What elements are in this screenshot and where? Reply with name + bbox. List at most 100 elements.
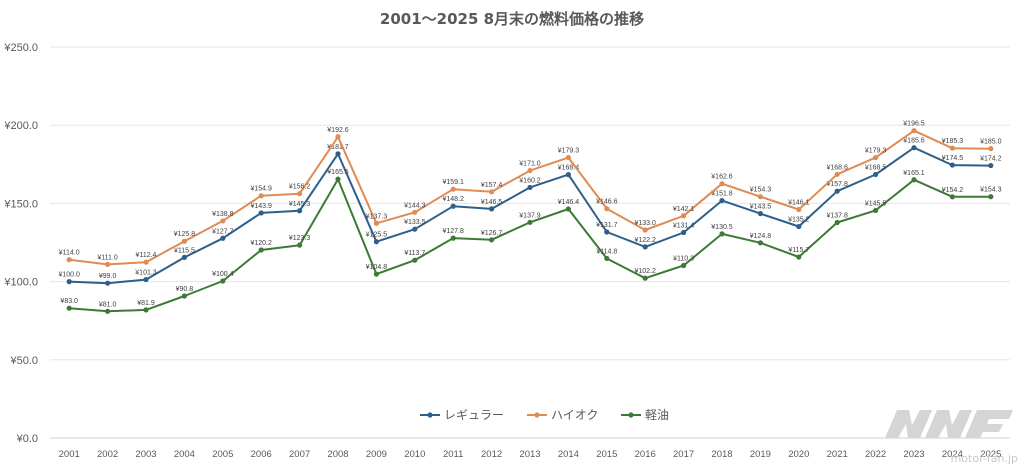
data-point: [719, 231, 725, 237]
data-label: ¥135.2: [788, 217, 810, 224]
data-label: ¥165.5: [327, 169, 349, 176]
legend-marker: [628, 412, 634, 418]
data-label: ¥159.1: [442, 179, 464, 186]
chart-title: 2001〜2025 8月末の燃料価格の推移: [380, 10, 644, 28]
x-tick-label: 2002: [97, 449, 118, 460]
data-label: ¥146.6: [596, 199, 618, 206]
data-label: ¥120.2: [250, 240, 272, 247]
data-label: ¥185.0: [980, 139, 1002, 146]
data-point: [565, 154, 572, 161]
data-point: [873, 154, 879, 161]
data-label: ¥137.8: [826, 212, 848, 219]
x-tick-label: 2017: [673, 449, 694, 460]
data-point: [796, 223, 802, 230]
data-label: ¥137.9: [519, 212, 541, 219]
data-label: ¥112.4: [136, 252, 157, 259]
data-point: [527, 184, 533, 191]
y-tick-label: ¥50.0: [9, 355, 38, 367]
data-point: [834, 188, 840, 194]
data-label: ¥115.7: [788, 247, 809, 254]
x-tick-label: 2023: [903, 449, 924, 460]
data-label: ¥126.7: [481, 230, 503, 237]
x-tick-label: 2011: [443, 449, 463, 460]
data-label: ¥162.6: [711, 174, 733, 181]
x-tick-label: 2016: [635, 449, 656, 460]
watermark-text: motor-fan.jp: [951, 452, 1018, 465]
data-label: ¥137.3: [366, 213, 388, 220]
data-label: ¥143.5: [750, 204, 772, 211]
data-label: ¥100.4: [212, 271, 234, 278]
legend-item-1: レギュラー: [420, 408, 504, 422]
data-point: [412, 226, 418, 232]
data-label: ¥148.2: [442, 196, 464, 203]
data-point: [297, 191, 303, 197]
data-point: [297, 208, 303, 214]
data-label: ¥192.6: [327, 127, 349, 134]
series-3: ¥83.0 ¥81.0 ¥81.9 ¥90.8 ¥100.4 ¥120.2 ¥123.3 ¥1…: [60, 169, 1002, 314]
data-label: ¥181.7: [327, 144, 349, 151]
x-tick-label: 2019: [750, 449, 771, 460]
data-point: [949, 194, 956, 200]
data-label: ¥127.8: [442, 228, 464, 235]
gridlines: [50, 46, 1010, 439]
x-tick-label: 2012: [481, 449, 502, 460]
data-point: [335, 176, 341, 182]
data-point: [258, 247, 264, 253]
data-point: [988, 194, 994, 200]
legend-item-3: 軽油: [621, 408, 669, 422]
data-point: [988, 162, 994, 169]
data-label: ¥110.3: [673, 255, 694, 262]
data-point: [181, 293, 187, 299]
data-label: ¥154.3: [980, 187, 1002, 194]
data-label: ¥81.0: [99, 301, 117, 308]
x-tick-label: 2006: [251, 449, 272, 460]
x-tick-label: 2020: [788, 449, 809, 460]
data-point: [796, 206, 802, 213]
y-tick-label: ¥250.0: [3, 42, 38, 54]
data-point: [105, 308, 111, 314]
legend-label: ハイオク: [551, 408, 599, 422]
x-axis: 2001 2002 2003 2004 2005 2006 2007 2008 2009 2010…: [50, 437, 1010, 460]
data-label: ¥174.5: [942, 155, 964, 162]
data-point: [681, 213, 687, 219]
data-point: [681, 229, 687, 236]
data-label: ¥142.1: [673, 206, 695, 213]
data-label: ¥131.4: [673, 222, 695, 229]
y-tick-label: ¥150.0: [3, 198, 38, 210]
data-label: ¥179.3: [558, 148, 580, 155]
data-point: [757, 240, 764, 246]
data-label: ¥111.0: [97, 254, 117, 261]
legend-item-2: ハイオク: [527, 408, 599, 422]
y-tick-label: ¥0.0: [16, 433, 38, 445]
data-point: [450, 186, 456, 192]
data-point: [757, 194, 764, 200]
x-tick-label: 2010: [404, 449, 425, 460]
data-label: ¥171.0: [519, 161, 541, 168]
data-point: [565, 172, 572, 178]
data-label: ¥130.5: [711, 224, 733, 231]
data-point: [181, 254, 187, 260]
x-tick-label: 2003: [135, 449, 156, 460]
series-layer: ¥100.0 ¥99.0 ¥101.3 ¥115.5 ¥127.7 ¥143.9 ¥145.…: [58, 121, 1002, 314]
x-tick-label: 2015: [596, 449, 617, 460]
data-point: [66, 257, 72, 263]
data-point: [258, 193, 264, 199]
data-point: [220, 218, 226, 224]
legend-label: 軽油: [645, 408, 669, 422]
data-label: ¥160.2: [519, 177, 541, 184]
legend-marker: [534, 412, 540, 418]
data-label: ¥114.8: [596, 248, 617, 255]
data-point: [604, 206, 610, 212]
data-label: ¥123.3: [289, 235, 311, 242]
data-label: ¥124.8: [750, 233, 772, 240]
data-point: [527, 167, 533, 174]
data-label: ¥185.3: [942, 138, 964, 145]
data-point: [834, 171, 840, 177]
data-label: ¥174.2: [980, 156, 1002, 163]
data-point: [834, 219, 840, 226]
data-label: ¥138.8: [212, 211, 234, 218]
x-tick-label: 2007: [289, 449, 310, 460]
x-tick-label: 2004: [174, 449, 195, 460]
data-point: [719, 181, 725, 187]
